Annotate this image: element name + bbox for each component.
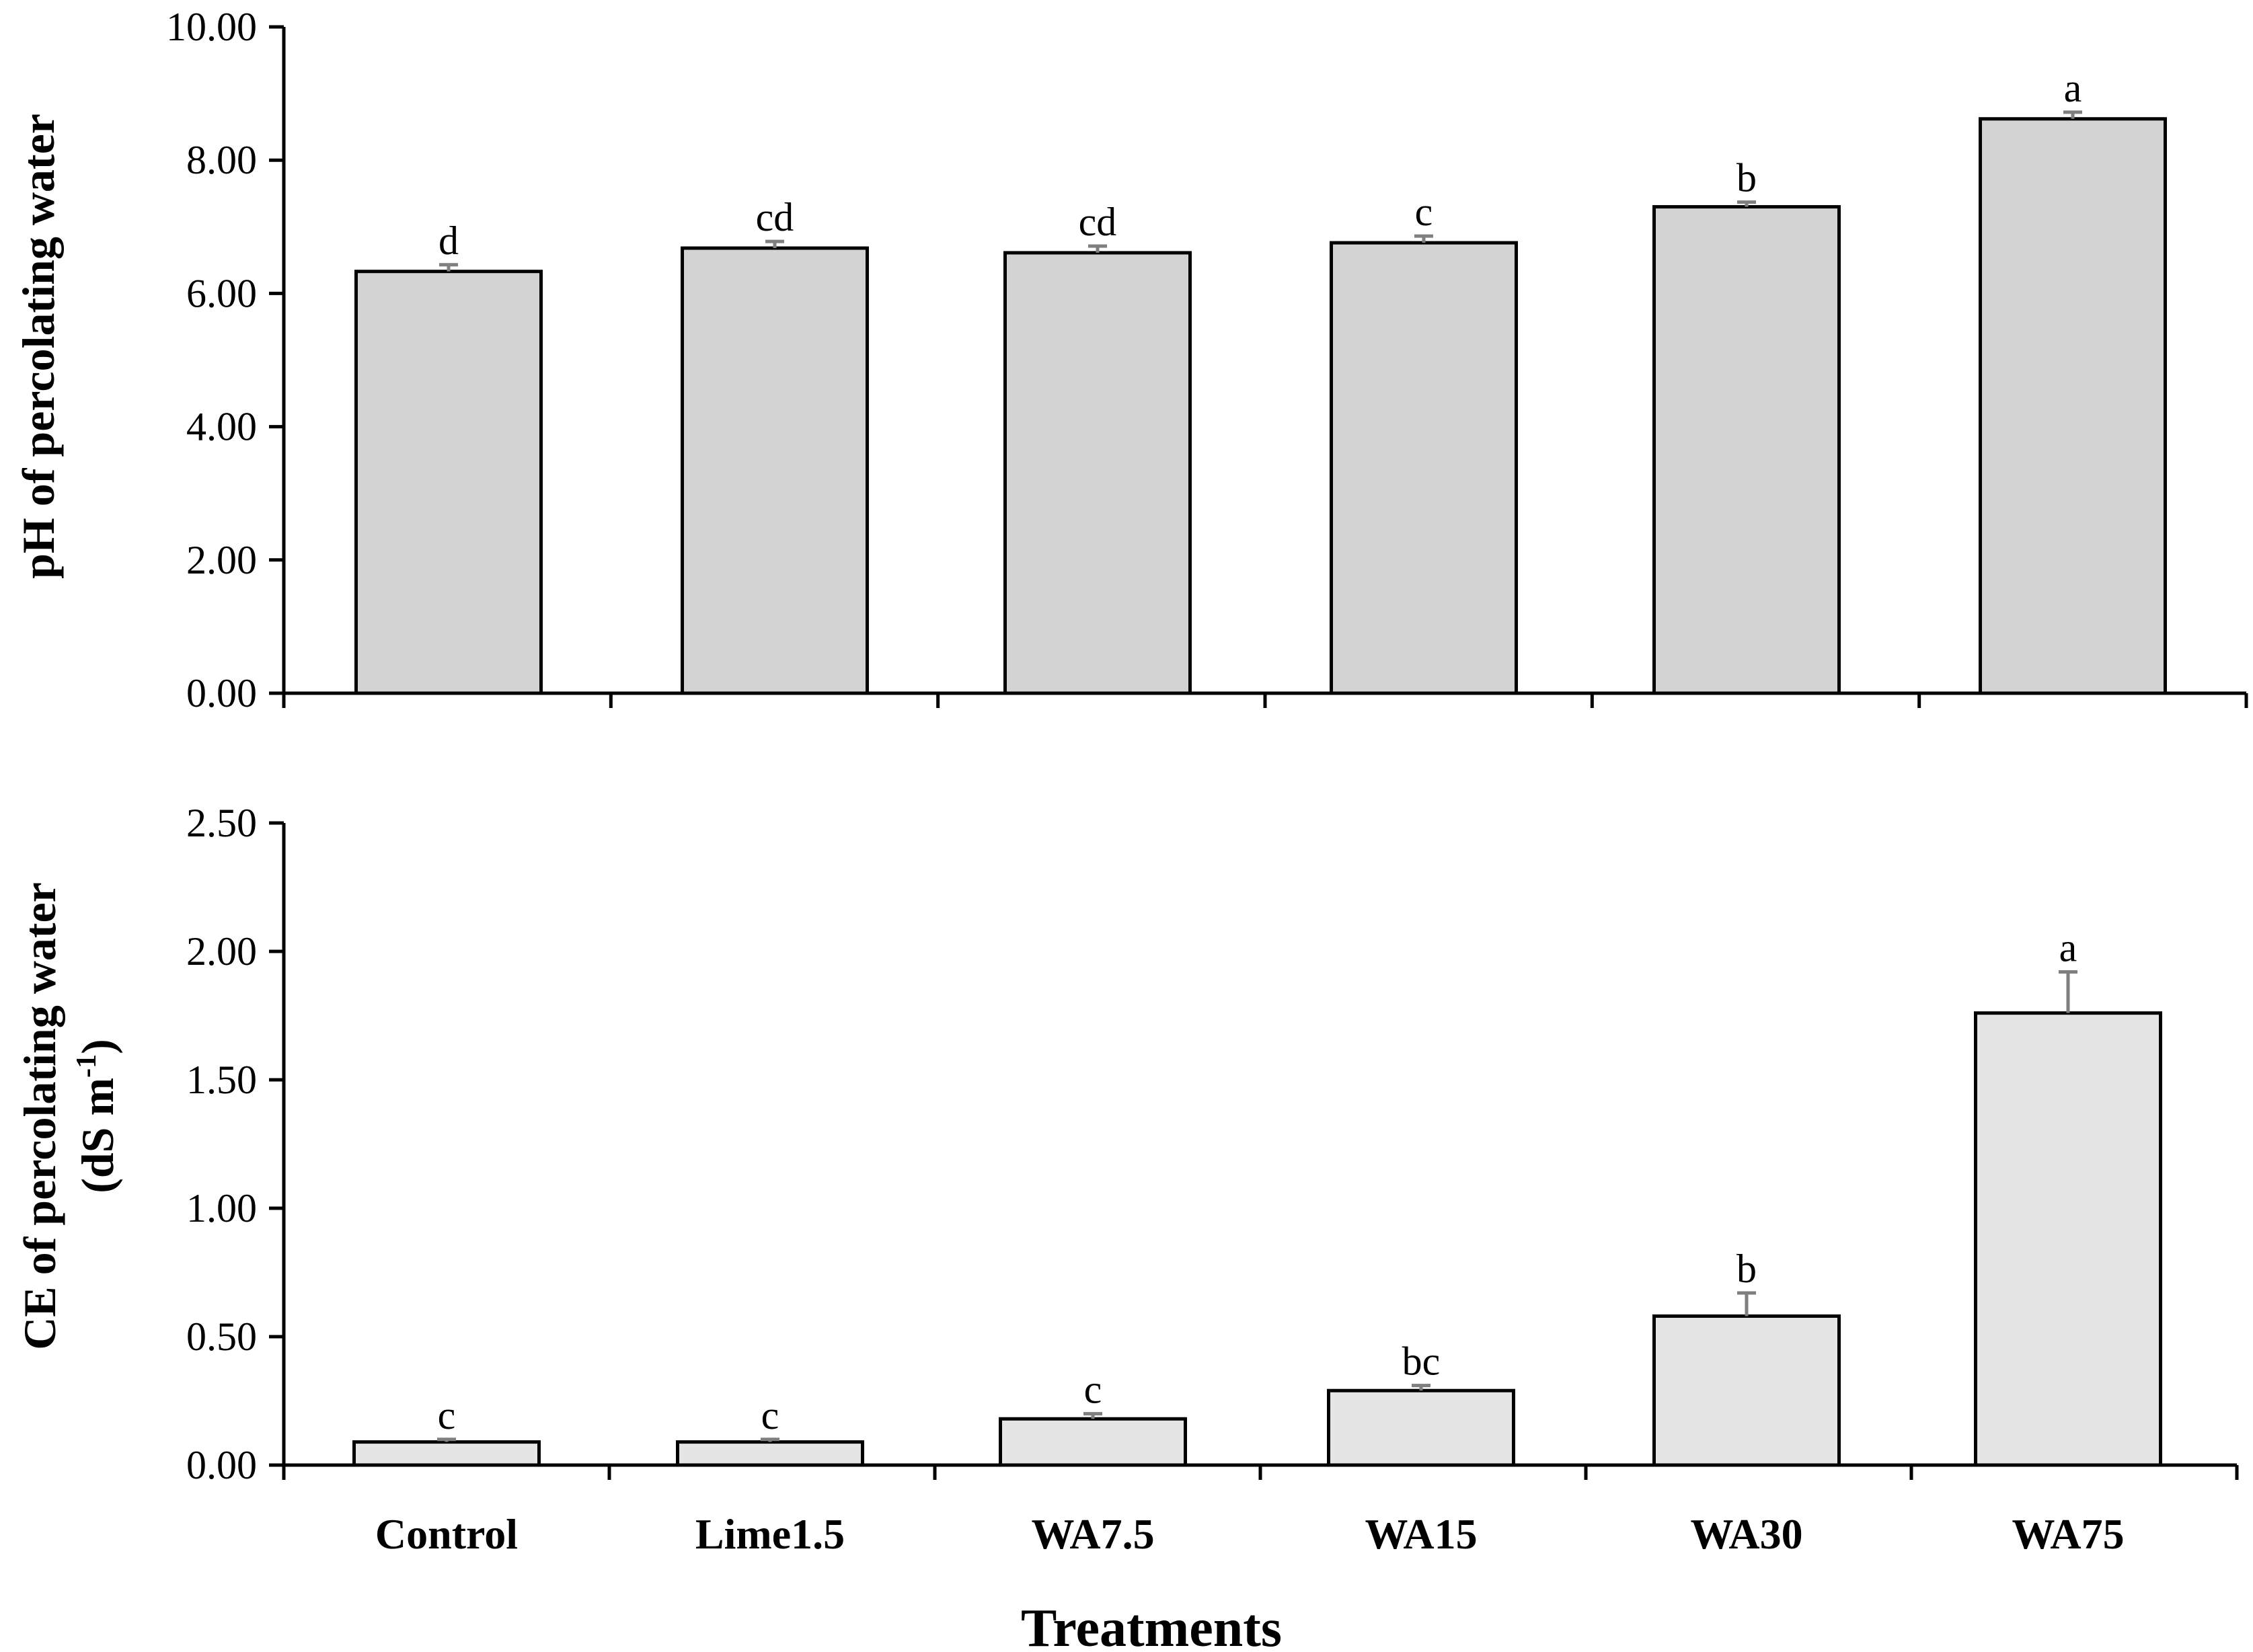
ph-y-tick-label: 8.00 bbox=[186, 138, 257, 182]
ce-bar bbox=[1974, 1011, 2162, 1467]
ce-significance-letter: a bbox=[2059, 926, 2077, 970]
ph-y-tick-label: 6.00 bbox=[186, 271, 257, 315]
ce-significance-letter: c bbox=[761, 1393, 779, 1438]
ce-significance-letter: c bbox=[438, 1393, 456, 1438]
ph-y-axis-title: pH of percolating water bbox=[13, 114, 64, 579]
ph-bar bbox=[681, 246, 869, 695]
ce-significance-letter: bc bbox=[1402, 1339, 1441, 1384]
ce-y-axis-units: (dS m-1) bbox=[71, 1039, 123, 1193]
ph-bar bbox=[1979, 117, 2167, 695]
ph-significance-letter: cd bbox=[756, 195, 794, 239]
ce-y-tick-label: 2.50 bbox=[186, 801, 257, 845]
ph-bar bbox=[354, 270, 543, 695]
ce-y-tick-label: 0.50 bbox=[186, 1314, 257, 1359]
ce-y-axis-units-superscript: -1 bbox=[71, 1054, 102, 1078]
ce-y-tick-label: 2.00 bbox=[186, 929, 257, 974]
ce-bar bbox=[352, 1440, 541, 1467]
ph-significance-letter: cd bbox=[1079, 200, 1117, 244]
ph-y-tick-label: 2.00 bbox=[186, 538, 257, 582]
ce-category-label: Control bbox=[375, 1510, 518, 1558]
ph-y-tick-label: 10.00 bbox=[166, 5, 257, 49]
ce-category-label: WA7.5 bbox=[1031, 1510, 1154, 1558]
ce-category-label: Lime1.5 bbox=[695, 1510, 845, 1558]
ph-significance-letter: d bbox=[438, 219, 459, 263]
ce-significance-letter: b bbox=[1736, 1247, 1757, 1291]
x-axis-title: Treatments bbox=[1021, 1599, 1282, 1652]
ce-y-tick-label: 1.50 bbox=[186, 1058, 257, 1102]
ce-category-label: WA30 bbox=[1690, 1510, 1802, 1558]
ce-y-axis-units-suffix: ) bbox=[72, 1039, 123, 1054]
ph-significance-letter: a bbox=[2064, 66, 2082, 110]
ce-bar bbox=[1327, 1388, 1515, 1467]
ce-chart-panel: 0.00 0.50 1.00 1.50 2.00 2.50 c Control c Lime1.5… bbox=[186, 801, 2239, 1558]
ce-bar bbox=[676, 1440, 864, 1467]
ce-y-tick-label: 0.00 bbox=[186, 1443, 257, 1487]
ph-bar bbox=[1652, 205, 1841, 695]
ph-bar bbox=[1003, 251, 1192, 695]
ph-y-tick-label: 0.00 bbox=[186, 671, 257, 715]
ce-category-label: WA15 bbox=[1365, 1510, 1477, 1558]
ce-bar bbox=[1652, 1314, 1841, 1467]
ph-y-tick-label: 4.00 bbox=[186, 405, 257, 449]
ce-y-axis-title: CE of percolating water bbox=[14, 882, 65, 1350]
ce-bar bbox=[999, 1417, 1187, 1467]
ph-significance-letter: b bbox=[1736, 156, 1757, 200]
ce-significance-letter: c bbox=[1084, 1368, 1102, 1412]
ce-y-axis-units-prefix: (dS m bbox=[72, 1078, 123, 1193]
ce-category-label: WA75 bbox=[2012, 1510, 2124, 1558]
ph-significance-letter: c bbox=[1415, 190, 1433, 234]
ce-y-tick-label: 1.00 bbox=[186, 1186, 257, 1230]
ph-chart-panel: 0.00 2.00 4.00 6.00 8.00 10.00 d cd cd c b a bbox=[166, 5, 2248, 715]
ph-bar bbox=[1330, 241, 1518, 695]
